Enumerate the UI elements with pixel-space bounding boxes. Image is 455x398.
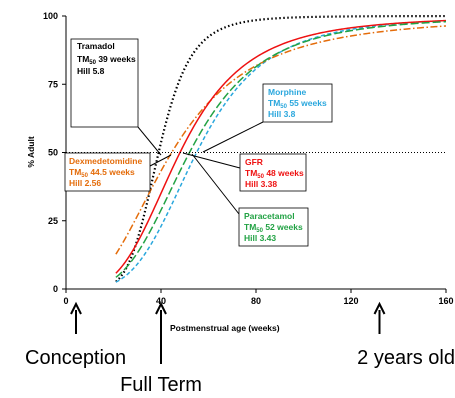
x-tick-label: 80 bbox=[251, 296, 261, 306]
gfr-annotation: GFR TM50 48 weeks Hill 3.38 bbox=[239, 153, 307, 192]
morphine-curve bbox=[115, 19, 447, 283]
y-tick-label: 0 bbox=[53, 284, 58, 294]
tramadol-hill: Hill 5.8 bbox=[77, 66, 105, 76]
morphine-hill: Hill 3.8 bbox=[268, 109, 296, 119]
y-tick-label: 25 bbox=[48, 216, 58, 226]
tramadol-pointer bbox=[137, 126, 162, 156]
curves-layer bbox=[115, 14, 447, 283]
x-tick-label: 0 bbox=[63, 296, 68, 306]
ticks-layer: 0 25 50 75 100 0 40 80 120 160 bbox=[43, 11, 454, 306]
x-tick-label: 120 bbox=[343, 296, 358, 306]
milestone-arrow-head bbox=[155, 301, 167, 315]
gfr-name: GFR bbox=[245, 157, 263, 167]
tramadol-name: Tramadol bbox=[77, 41, 115, 51]
milestone-label: Conception bbox=[25, 347, 126, 369]
dexmedetomidine-annotation: Dexmedetomidine TM50 44.5 weeks Hill 2.5… bbox=[64, 152, 151, 192]
paracetamol-annotation: Paracetamol TM50 52 weeks Hill 3.43 bbox=[238, 207, 309, 247]
morphine-tm50: TM50 55 weeks bbox=[268, 98, 327, 110]
dexmedetomidine-curve bbox=[115, 25, 447, 255]
paracetamol-name: Paracetamol bbox=[244, 211, 295, 221]
annotations-layer: Tramadol TM50 39 weeks Hill 5.8 Morphine… bbox=[64, 38, 333, 247]
dexmedetomidine-tm50: TM50 44.5 weeks bbox=[69, 167, 135, 179]
tramadol-annotation: Tramadol TM50 39 weeks Hill 5.8 bbox=[70, 38, 139, 128]
milestones-layer: Conception Full Term 2 years old bbox=[25, 301, 455, 396]
x-axis-title: Postmenstrual age (weeks) bbox=[170, 323, 280, 333]
gfr-hill: Hill 3.38 bbox=[245, 179, 277, 189]
paracetamol-pointer bbox=[191, 153, 240, 215]
morphine-pointer bbox=[202, 121, 264, 153]
dexmedetomidine-pointer bbox=[149, 154, 172, 167]
paracetamol-tm50: TM50 52 weeks bbox=[244, 222, 303, 234]
gfr-curve bbox=[115, 19, 447, 274]
morphine-name: Morphine bbox=[268, 87, 307, 97]
x-tick-label: 40 bbox=[156, 296, 166, 306]
paracetamol-hill: Hill 3.43 bbox=[244, 233, 276, 243]
gfr-tm50: TM50 48 weeks bbox=[245, 168, 304, 180]
tramadol-tm50: TM50 39 weeks bbox=[77, 54, 136, 66]
gfr-pointer bbox=[182, 152, 241, 169]
y-tick-label: 100 bbox=[43, 11, 58, 21]
milestone-label: Full Term bbox=[120, 374, 202, 396]
milestone-label: 2 years old bbox=[357, 347, 455, 369]
y-tick-label: 75 bbox=[48, 79, 58, 89]
y-axis-title: % Adult bbox=[26, 136, 36, 167]
milestone-arrow-head bbox=[70, 301, 82, 315]
dexmedetomidine-name: Dexmedetomidine bbox=[69, 156, 142, 166]
milestone-arrow-head bbox=[373, 301, 386, 315]
y-tick-label: 50 bbox=[48, 148, 58, 158]
x-tick-label: 160 bbox=[438, 296, 453, 306]
morphine-annotation: Morphine TM50 55 weeks Hill 3.8 bbox=[262, 83, 333, 123]
dexmedetomidine-hill: Hill 2.56 bbox=[69, 178, 101, 188]
paracetamol-curve bbox=[115, 20, 447, 278]
